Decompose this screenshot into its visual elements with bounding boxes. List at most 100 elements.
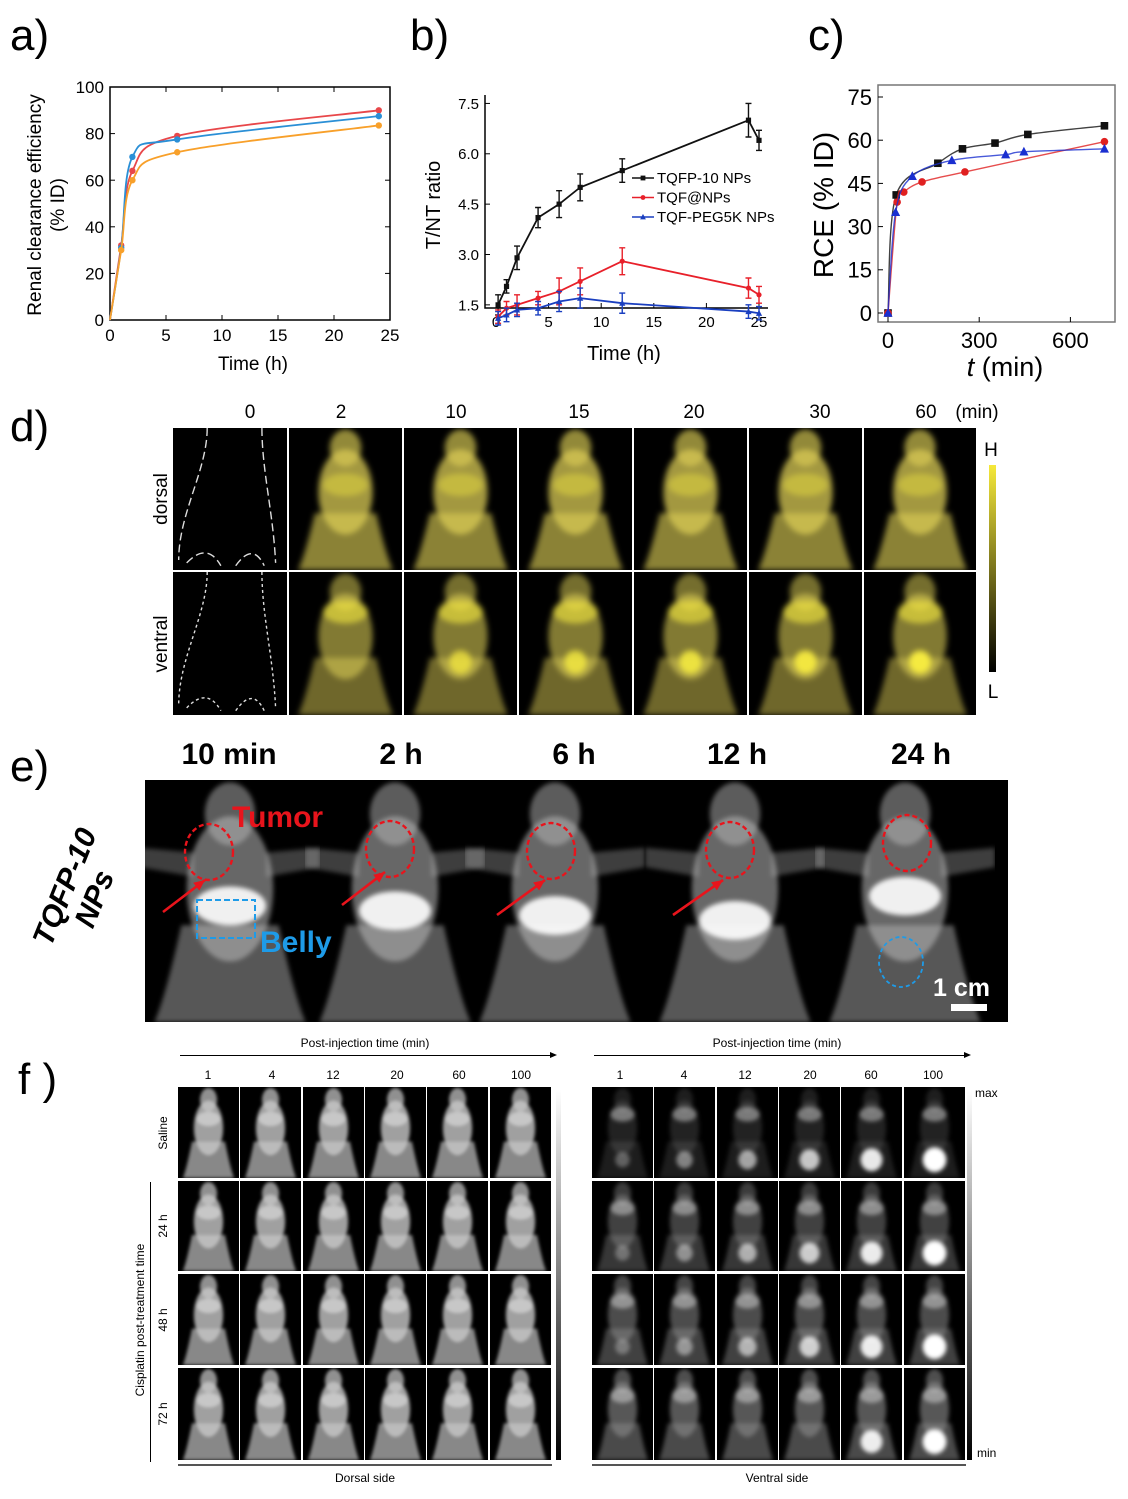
organ-signal: [258, 1298, 283, 1314]
mouse-image: [783, 1087, 836, 1178]
data-point: [756, 137, 762, 143]
mouse-body: [846, 1087, 898, 1178]
mouse-image: [307, 1181, 359, 1271]
hindquarters: [872, 657, 968, 715]
panel-label-c: c): [808, 11, 845, 60]
torso: [607, 1100, 638, 1156]
mouse-body: [298, 573, 393, 715]
image-cell: [240, 1181, 302, 1271]
torso: [857, 1100, 887, 1156]
arrow-head-icon: [550, 1052, 557, 1058]
organ-signal: [552, 473, 599, 497]
mouse-image: [369, 1274, 422, 1365]
row-label: 48 h: [156, 1307, 170, 1332]
mouse-image: [659, 1181, 711, 1271]
x-tick-label: 25: [751, 314, 768, 331]
y-tick-label: 60: [848, 128, 872, 153]
hindquarters: [528, 513, 623, 570]
mouse-body: [307, 1087, 359, 1178]
torso: [670, 1100, 700, 1156]
mouse-image: [298, 429, 393, 570]
hindquarters: [872, 513, 968, 570]
legend-label: TQF-PEG5K NPs: [657, 209, 775, 226]
x-tick-label: 10: [213, 326, 232, 345]
data-point: [495, 302, 501, 308]
data-point: [1100, 137, 1109, 146]
time-label: 4: [268, 1068, 276, 1082]
x-axis-label-unit: (min): [982, 352, 1044, 382]
legend-label: TQFP-10 NPs: [657, 170, 751, 187]
mouse-image: [528, 573, 623, 715]
axis-title: Post-injection time (min): [712, 1036, 842, 1050]
image-cell: [427, 1368, 489, 1460]
hindquarters: [643, 513, 738, 570]
mouse-image: [596, 1368, 649, 1460]
image-cell: [716, 1274, 778, 1365]
bladder-signal: [922, 1240, 946, 1266]
image-cell: [240, 1274, 302, 1365]
tumor-circle: [704, 820, 756, 880]
series-blue: [883, 143, 1110, 317]
organ-signal: [320, 1298, 346, 1314]
hindquarters: [479, 925, 631, 1022]
mouse-image: [846, 1274, 898, 1365]
image-cell: [841, 1181, 903, 1271]
y-tick-label: 60: [85, 171, 104, 190]
mouse-outline: [178, 428, 277, 567]
organ-signal: [258, 1205, 283, 1220]
mouse-image: [494, 1181, 546, 1271]
mouse-body: [307, 1368, 359, 1460]
organ-signal: [734, 1388, 760, 1403]
data-point: [129, 153, 136, 161]
data-point: [745, 117, 752, 123]
bladder-signal: [794, 650, 817, 674]
mouse-body: [494, 1274, 546, 1365]
hindquarters: [182, 1235, 235, 1271]
mouse-body: [758, 573, 853, 715]
hindquarters: [494, 1423, 546, 1460]
mouse-body: [494, 1181, 546, 1271]
image-cell: [427, 1181, 489, 1271]
group-bracket-line: [150, 1182, 151, 1462]
axis-lines: [484, 95, 768, 309]
plot-frame: [109, 86, 391, 321]
mouse-image: [245, 1274, 297, 1365]
mouse-body: [659, 1181, 711, 1271]
bladder-signal: [737, 1150, 757, 1170]
group-label: Cisplatin post-treatment time: [133, 1243, 147, 1397]
panel-label-a: a): [10, 11, 50, 60]
hindquarters: [182, 1328, 235, 1365]
organ-signal: [359, 891, 431, 931]
time-label: 1: [204, 1068, 212, 1082]
time-label: 60: [864, 1068, 878, 1082]
hindquarters: [829, 925, 981, 1022]
hindquarters: [783, 1423, 836, 1460]
image-cell: [519, 428, 632, 570]
mouse-image: [596, 1274, 649, 1365]
organ-signal: [258, 1392, 283, 1408]
mouse-body: [245, 1181, 297, 1271]
x-tick-label: 20: [325, 326, 344, 345]
hindquarters: [319, 925, 471, 1022]
y-tick-label: 20: [85, 265, 104, 284]
mouse-image: [758, 429, 853, 570]
mouse-image: [494, 1368, 546, 1460]
torso: [670, 1194, 700, 1249]
bladder-signal: [615, 1339, 630, 1355]
mouse-body: [721, 1087, 773, 1178]
time-label: 24 h: [890, 738, 952, 771]
organ-signal: [610, 1294, 635, 1309]
image-cell: [654, 1274, 716, 1365]
organ-signal: [667, 473, 714, 497]
torso: [857, 1381, 887, 1437]
y-tick-label: 80: [85, 125, 104, 144]
time-label: 10: [445, 402, 467, 423]
torso: [919, 1194, 949, 1249]
head: [800, 1087, 818, 1112]
bladder-signal: [922, 1429, 946, 1454]
hindquarters: [369, 1235, 422, 1271]
organ-signal: [196, 1392, 221, 1408]
series-tqfp-10-nps: TQFP-10 NPs: [495, 102, 762, 316]
mouse-body: [369, 1274, 422, 1365]
mouse-body: [298, 429, 393, 570]
